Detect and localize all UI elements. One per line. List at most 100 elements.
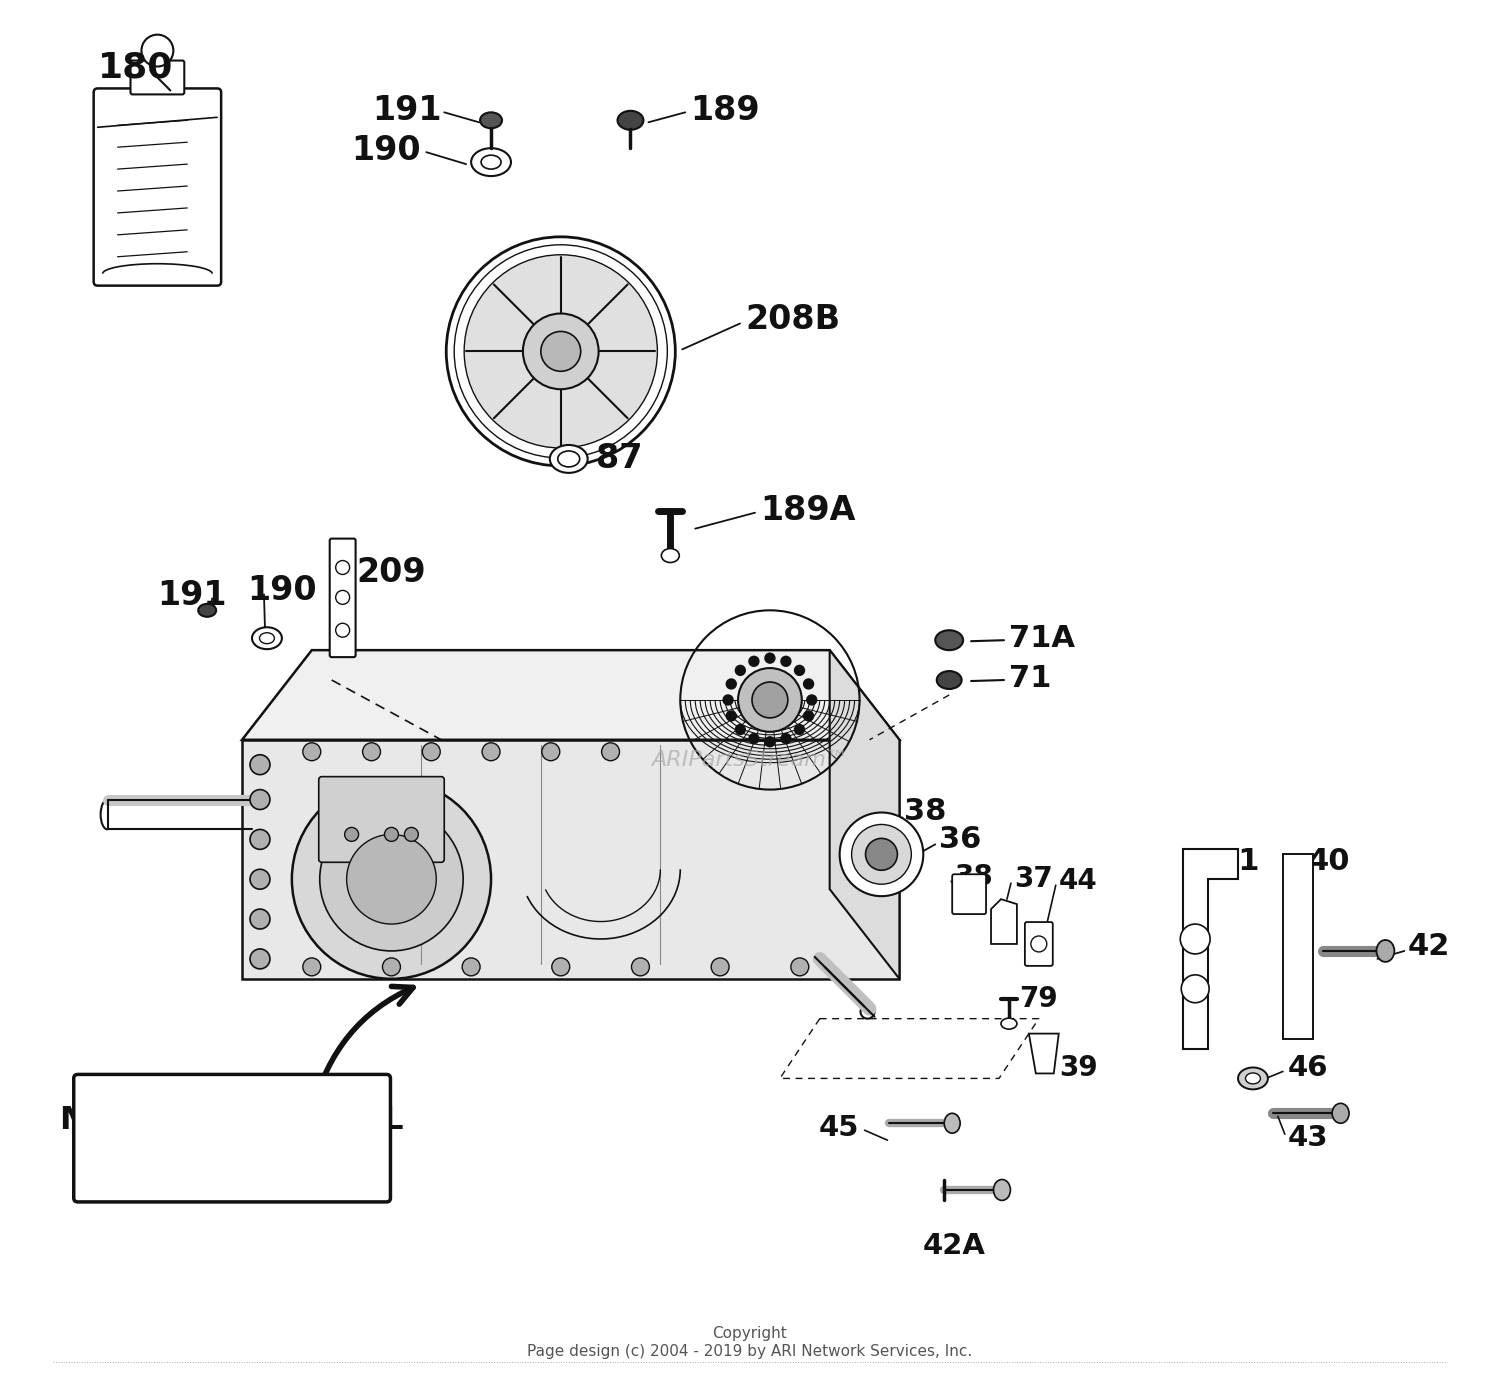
Circle shape: [446, 237, 675, 465]
FancyBboxPatch shape: [93, 88, 220, 285]
Circle shape: [454, 245, 668, 459]
Circle shape: [782, 657, 790, 666]
Circle shape: [251, 755, 270, 775]
Circle shape: [251, 949, 270, 969]
Circle shape: [726, 679, 736, 688]
Text: 208B: 208B: [746, 303, 840, 336]
Polygon shape: [992, 899, 1017, 945]
Circle shape: [795, 724, 804, 734]
Text: 36: 36: [939, 825, 981, 854]
FancyBboxPatch shape: [952, 874, 986, 914]
Ellipse shape: [480, 113, 502, 128]
Text: 71: 71: [1010, 664, 1052, 693]
Circle shape: [482, 742, 500, 760]
Circle shape: [542, 742, 560, 760]
Circle shape: [748, 657, 759, 666]
Text: 87: 87: [596, 442, 642, 475]
Circle shape: [865, 839, 897, 870]
Circle shape: [336, 591, 350, 605]
Text: 180: 180: [98, 51, 172, 84]
Ellipse shape: [1245, 1073, 1260, 1084]
Circle shape: [251, 789, 270, 810]
Circle shape: [320, 807, 464, 952]
Text: 209: 209: [357, 556, 426, 589]
Circle shape: [807, 695, 816, 705]
Ellipse shape: [1332, 1103, 1348, 1124]
Text: 191: 191: [372, 94, 441, 127]
Circle shape: [795, 665, 804, 675]
Circle shape: [752, 682, 788, 717]
Ellipse shape: [558, 450, 579, 467]
FancyBboxPatch shape: [330, 538, 356, 657]
Ellipse shape: [936, 671, 962, 688]
Circle shape: [1180, 924, 1210, 954]
Circle shape: [462, 958, 480, 976]
FancyBboxPatch shape: [318, 777, 444, 862]
Ellipse shape: [662, 548, 680, 563]
Text: 46: 46: [1288, 1055, 1329, 1082]
Text: 45: 45: [819, 1114, 860, 1142]
Circle shape: [782, 734, 790, 744]
Text: 189A: 189A: [760, 494, 855, 527]
Ellipse shape: [944, 1113, 960, 1133]
Circle shape: [1182, 975, 1209, 1002]
Text: 38: 38: [954, 863, 993, 891]
Text: 189: 189: [690, 94, 760, 127]
Circle shape: [363, 742, 381, 760]
Polygon shape: [242, 739, 900, 979]
Circle shape: [303, 958, 321, 976]
Circle shape: [384, 828, 399, 841]
FancyBboxPatch shape: [74, 1074, 390, 1202]
FancyBboxPatch shape: [1024, 923, 1053, 965]
Circle shape: [1030, 936, 1047, 952]
Text: 190: 190: [351, 134, 422, 167]
Circle shape: [346, 834, 436, 924]
Ellipse shape: [482, 156, 501, 169]
Circle shape: [804, 679, 813, 688]
Circle shape: [840, 812, 924, 896]
Circle shape: [336, 560, 350, 574]
Ellipse shape: [198, 605, 216, 617]
Text: 79: 79: [1019, 985, 1058, 1012]
Polygon shape: [1282, 854, 1312, 1038]
Ellipse shape: [550, 445, 588, 472]
Circle shape: [804, 711, 813, 722]
Text: MODEL and SERIAL
NUMBERS HERE: MODEL and SERIAL NUMBERS HERE: [60, 1104, 404, 1172]
Text: 42A: 42A: [922, 1232, 986, 1260]
Circle shape: [464, 255, 657, 448]
Text: 191: 191: [158, 578, 226, 611]
Text: 43: 43: [1288, 1124, 1329, 1153]
Circle shape: [723, 695, 734, 705]
Ellipse shape: [618, 110, 644, 129]
Circle shape: [765, 737, 776, 746]
Text: 37: 37: [1014, 865, 1053, 894]
Polygon shape: [830, 650, 900, 979]
Circle shape: [735, 665, 746, 675]
Circle shape: [423, 742, 441, 760]
Text: 41: 41: [1218, 847, 1260, 876]
Text: 190: 190: [248, 574, 316, 607]
Ellipse shape: [252, 628, 282, 649]
Circle shape: [602, 742, 619, 760]
Ellipse shape: [471, 149, 512, 176]
Text: 40: 40: [1308, 847, 1350, 876]
Circle shape: [345, 828, 358, 841]
Polygon shape: [242, 650, 900, 739]
Circle shape: [251, 869, 270, 890]
Ellipse shape: [934, 631, 963, 650]
Circle shape: [251, 829, 270, 850]
Circle shape: [711, 958, 729, 976]
Circle shape: [738, 668, 802, 731]
Circle shape: [552, 958, 570, 976]
Ellipse shape: [1377, 940, 1395, 963]
Circle shape: [748, 734, 759, 744]
Circle shape: [382, 958, 400, 976]
Circle shape: [542, 332, 580, 372]
Text: 71A: 71A: [1010, 624, 1076, 653]
Circle shape: [336, 624, 350, 638]
FancyBboxPatch shape: [130, 61, 184, 95]
Text: 42: 42: [1407, 932, 1449, 961]
Circle shape: [292, 779, 490, 979]
Circle shape: [726, 711, 736, 722]
Ellipse shape: [993, 1180, 1011, 1201]
